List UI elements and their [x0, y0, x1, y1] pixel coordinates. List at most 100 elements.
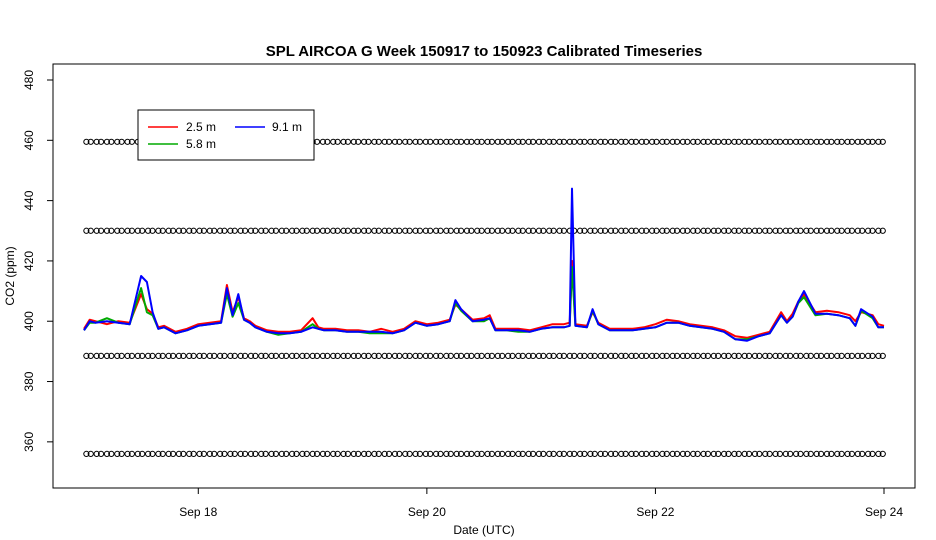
- reference-marker: [196, 450, 208, 458]
- reference-marker: [628, 138, 640, 145]
- reference-marker: [484, 227, 496, 234]
- reference-marker: [556, 450, 568, 458]
- reference-marker: [607, 138, 619, 145]
- reference-marker: [700, 450, 712, 458]
- reference-marker: [432, 138, 444, 145]
- reference-marker: [834, 227, 845, 234]
- reference-marker: [566, 352, 578, 360]
- x-tick-label: Sep 22: [636, 505, 674, 519]
- reference-marker: [412, 450, 424, 458]
- reference-marker: [391, 227, 403, 234]
- reference-marker: [206, 227, 218, 234]
- reference-marker: [772, 227, 784, 234]
- plot-area: [52, 63, 916, 489]
- reference-marker: [319, 352, 331, 360]
- reference-marker: [432, 450, 444, 458]
- reference-markers: [83, 138, 886, 458]
- reference-marker: [432, 352, 444, 360]
- reference-marker: [83, 352, 94, 360]
- legend-label-5-8m: 5.8 m: [186, 137, 216, 151]
- reference-marker: [484, 138, 496, 145]
- reference-marker: [319, 450, 331, 458]
- reference-marker: [299, 450, 310, 458]
- x-axis-label: Date (UTC): [453, 523, 514, 537]
- reference-marker: [278, 227, 290, 234]
- reference-marker: [134, 227, 146, 234]
- reference-marker: [463, 352, 475, 360]
- reference-marker: [597, 450, 609, 458]
- reference-marker: [494, 450, 506, 458]
- reference-marker: [155, 352, 166, 360]
- reference-marker: [741, 352, 753, 360]
- reference-marker: [659, 352, 670, 360]
- reference-marker: [453, 138, 465, 145]
- reference-marker: [391, 450, 403, 458]
- reference-marker: [679, 227, 691, 234]
- reference-marker: [175, 352, 187, 360]
- reference-marker: [237, 352, 249, 360]
- reference-marker: [474, 138, 485, 145]
- reference-marker: [854, 227, 866, 234]
- reference-marker: [144, 352, 156, 360]
- reference-marker: [710, 450, 722, 458]
- reference-marker: [103, 138, 115, 145]
- reference-marker: [196, 352, 208, 360]
- reference-marker: [844, 227, 856, 234]
- legend-label-9-1m: 9.1 m: [272, 120, 302, 134]
- reference-marker: [762, 138, 773, 145]
- reference-marker: [484, 352, 496, 360]
- reference-marker: [463, 227, 475, 234]
- reference-marker: [155, 450, 166, 458]
- reference-marker: [690, 227, 701, 234]
- x-tick-label: Sep 20: [408, 505, 446, 519]
- reference-marker: [762, 352, 773, 360]
- reference-marker: [103, 450, 115, 458]
- reference-marker: [299, 227, 310, 234]
- reference-marker: [216, 352, 228, 360]
- reference-marker: [453, 450, 465, 458]
- reference-marker: [371, 450, 382, 458]
- reference-marker: [175, 450, 187, 458]
- reference-marker: [412, 352, 424, 360]
- reference-marker: [648, 450, 660, 458]
- reference-marker: [247, 450, 259, 458]
- reference-marker: [607, 352, 619, 360]
- reference-marker: [463, 138, 475, 145]
- reference-marker: [134, 352, 146, 360]
- reference-marker: [772, 352, 784, 360]
- reference-marker: [535, 138, 547, 145]
- reference-marker: [864, 227, 876, 234]
- reference-marker: [453, 227, 465, 234]
- reference-marker: [546, 352, 557, 360]
- reference-marker: [720, 227, 732, 234]
- y-tick-label: 400: [22, 311, 36, 331]
- reference-marker: [720, 450, 732, 458]
- reference-marker: [340, 227, 352, 234]
- reference-marker: [813, 352, 825, 360]
- y-tick-label: 440: [22, 190, 36, 210]
- reference-marker: [165, 450, 177, 458]
- reference-marker: [422, 450, 434, 458]
- reference-marker: [659, 450, 670, 458]
- reference-marker: [576, 138, 588, 145]
- reference-marker: [525, 450, 537, 458]
- reference-marker: [288, 227, 300, 234]
- reference-marker: [525, 227, 537, 234]
- reference-marker: [422, 227, 434, 234]
- reference-marker: [515, 227, 526, 234]
- reference-marker: [854, 138, 866, 145]
- reference-marker: [330, 450, 341, 458]
- reference-marker: [556, 138, 568, 145]
- reference-marker: [237, 450, 249, 458]
- reference-marker: [216, 227, 228, 234]
- reference-marker: [731, 227, 742, 234]
- reference-marker: [186, 352, 197, 360]
- reference-marker: [93, 450, 105, 458]
- reference-marker: [278, 352, 290, 360]
- series-lines: [83, 187, 885, 342]
- reference-marker: [350, 138, 362, 145]
- reference-marker: [494, 138, 506, 145]
- reference-marker: [371, 352, 382, 360]
- reference-marker: [360, 450, 372, 458]
- reference-marker: [782, 138, 794, 145]
